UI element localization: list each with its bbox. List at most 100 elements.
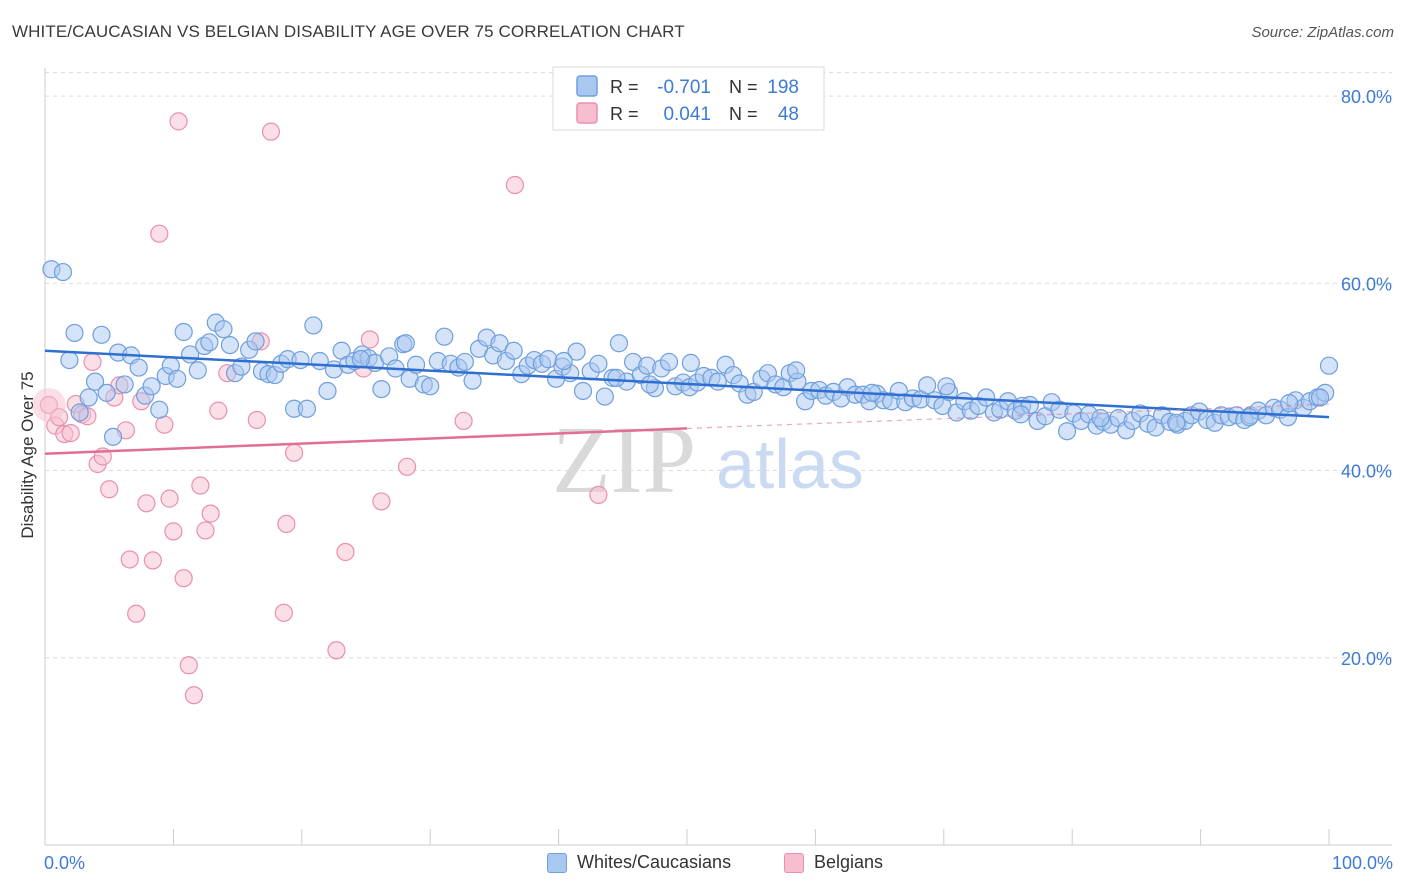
white-point bbox=[567, 342, 586, 361]
white-point bbox=[297, 399, 317, 418]
belgian-point bbox=[120, 550, 139, 569]
white-point bbox=[595, 387, 614, 406]
legend-r-label: R = bbox=[610, 77, 639, 97]
white-point bbox=[103, 427, 123, 446]
white-point bbox=[214, 320, 233, 339]
white-point bbox=[115, 375, 134, 394]
belgian-point bbox=[360, 330, 379, 349]
white-point bbox=[787, 361, 806, 380]
white-point bbox=[92, 325, 111, 344]
belgian-point bbox=[201, 504, 220, 523]
white-point bbox=[435, 327, 454, 346]
white-point bbox=[681, 353, 700, 372]
belgian-point bbox=[277, 514, 296, 534]
white-point bbox=[97, 383, 116, 402]
white-point bbox=[1091, 409, 1110, 428]
legend-swatch-pink bbox=[784, 852, 804, 873]
belgian-point bbox=[150, 224, 169, 243]
legend-box bbox=[552, 66, 825, 131]
tick-labels: 20.0% 40.0% 60.0% 80.0% 0.0% 100.0% bbox=[44, 87, 1393, 873]
whites-trend-line bbox=[44, 349, 1330, 419]
white-point bbox=[708, 372, 727, 391]
white-point bbox=[1011, 405, 1030, 424]
white-point bbox=[937, 377, 956, 396]
white-point bbox=[188, 361, 207, 380]
zipatlas-watermark: ZIP atlas bbox=[552, 406, 864, 513]
white-point bbox=[1240, 408, 1259, 427]
belgian-point bbox=[191, 476, 210, 495]
belgians-trend-line-dashed bbox=[686, 403, 1330, 430]
belgian-point bbox=[137, 494, 156, 513]
white-point bbox=[200, 333, 219, 352]
legend-n-label: N = bbox=[729, 77, 758, 97]
belgian-point bbox=[505, 175, 525, 195]
belgian-point bbox=[589, 485, 608, 504]
white-point bbox=[504, 341, 523, 360]
white-point bbox=[640, 375, 659, 394]
white-point bbox=[65, 323, 84, 343]
belgian-point bbox=[100, 480, 119, 499]
belgian-point bbox=[143, 551, 162, 570]
axes bbox=[44, 68, 1392, 846]
belgian-point bbox=[184, 686, 204, 705]
white-point bbox=[142, 377, 161, 396]
white-point bbox=[291, 350, 310, 370]
legend-r-value: -0.701 bbox=[657, 77, 711, 98]
legend-swatch-pink bbox=[576, 102, 598, 124]
white-point bbox=[1319, 356, 1339, 375]
white-point bbox=[129, 358, 148, 377]
y-tick-label: 80.0% bbox=[1341, 87, 1392, 107]
white-point bbox=[372, 379, 391, 399]
white-point bbox=[232, 357, 251, 376]
belgian-point bbox=[196, 521, 215, 540]
belgian-point bbox=[454, 411, 473, 431]
belgian-point bbox=[247, 410, 266, 430]
belgian-point bbox=[174, 569, 193, 588]
white-point bbox=[659, 352, 679, 372]
white-point bbox=[53, 262, 73, 282]
white-point bbox=[1167, 413, 1186, 432]
white-point bbox=[150, 400, 169, 419]
legend-n-value: 48 bbox=[778, 104, 799, 125]
belgian-point bbox=[372, 492, 391, 511]
white-point bbox=[396, 334, 415, 353]
legend-label-belgians: Belgians bbox=[814, 852, 884, 872]
white-point bbox=[85, 372, 105, 391]
white-point bbox=[174, 322, 193, 342]
white-point bbox=[455, 352, 474, 372]
legend-r-label: R = bbox=[610, 104, 639, 124]
belgian-point bbox=[327, 641, 346, 660]
legend-swatch-blue bbox=[547, 852, 567, 873]
belgian-point bbox=[336, 542, 355, 562]
white-point bbox=[573, 381, 593, 401]
belgian-point bbox=[83, 352, 102, 372]
legend-r-value: 0.041 bbox=[663, 104, 711, 125]
belgian-point bbox=[179, 656, 198, 675]
source-label: Source: ZipAtlas.com bbox=[1251, 24, 1394, 41]
trend-lines bbox=[44, 349, 1330, 455]
belgian-point bbox=[284, 443, 304, 462]
white-point bbox=[70, 403, 89, 422]
y-tick-label: 60.0% bbox=[1341, 274, 1392, 294]
watermark-atlas: atlas bbox=[716, 425, 864, 503]
belgian-point bbox=[274, 603, 293, 622]
belgians-trend-line bbox=[44, 427, 688, 455]
white-point bbox=[318, 381, 337, 401]
chart-title: WHITE/CAUCASIAN VS BELGIAN DISABILITY AG… bbox=[12, 22, 685, 41]
white-point bbox=[1057, 422, 1077, 441]
legend-n-label: N = bbox=[729, 104, 758, 124]
y-tick-label: 40.0% bbox=[1341, 462, 1392, 482]
bottom-legend: Whites/Caucasians Belgians bbox=[0, 852, 1406, 878]
white-point bbox=[351, 350, 370, 369]
white-point bbox=[554, 351, 573, 371]
belgian-point bbox=[209, 401, 228, 420]
belgian-point bbox=[61, 423, 80, 443]
belgian-point bbox=[127, 604, 146, 623]
white-point bbox=[220, 335, 239, 355]
legend-item-belgians: Belgians bbox=[784, 852, 883, 873]
white-point bbox=[304, 316, 323, 335]
white-point bbox=[589, 354, 608, 373]
whites-points bbox=[42, 260, 1339, 446]
white-point bbox=[609, 334, 629, 353]
